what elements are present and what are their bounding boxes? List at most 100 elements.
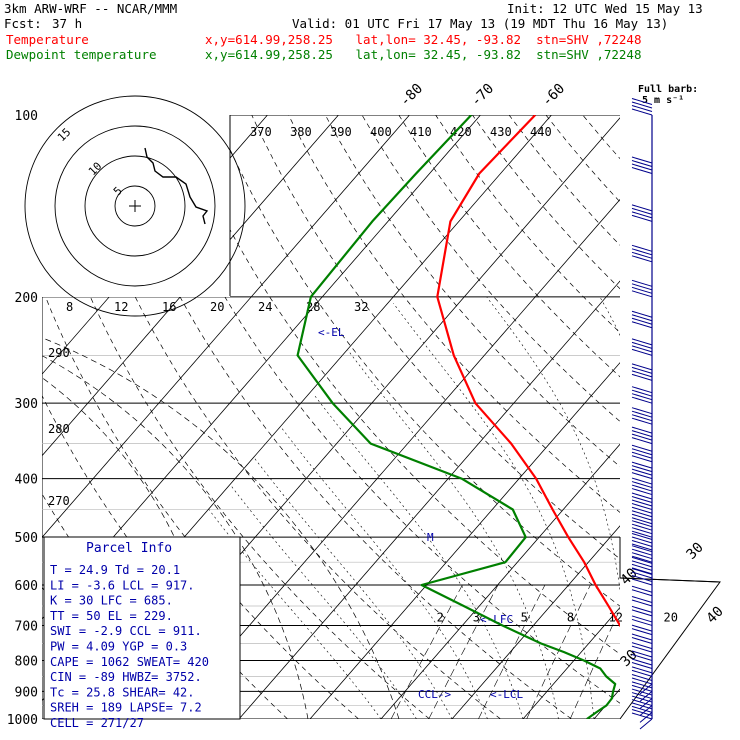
barb-flag — [631, 609, 653, 617]
isotherm-line — [451, 525, 620, 719]
forecast-label: Fcst: — [4, 16, 42, 31]
barb-flag — [631, 321, 653, 329]
mixing-ratio-line — [526, 584, 591, 719]
barb-caption-unit: 5 m s⁻¹ — [642, 95, 684, 106]
theta-label: 420 — [450, 125, 472, 139]
wind-barb — [631, 244, 653, 263]
barb-flag — [631, 481, 653, 489]
barb-flag — [631, 286, 653, 294]
barb-flag — [639, 711, 653, 723]
barb-flag — [639, 718, 653, 730]
barb-flag — [631, 211, 653, 219]
legend-dewpoint-location: x,y=614.99,258.25 lat,lon= 32.45, -93.82… — [205, 47, 642, 62]
theta-label: 430 — [490, 125, 512, 139]
wind-barb — [631, 596, 653, 607]
isotherm-label: 40 — [704, 604, 727, 627]
pressure-tick-label: 900 — [15, 685, 38, 700]
barb-flag — [631, 204, 653, 212]
barb-flag — [631, 637, 653, 645]
legend-dewpoint: Dewpoint temperature — [6, 47, 157, 62]
lcl-annotation: <-LCL — [490, 688, 523, 701]
wind-barb — [631, 658, 653, 670]
barb-flag — [631, 314, 653, 322]
barb-flag — [631, 510, 653, 518]
barb-flag — [631, 310, 653, 318]
wind-barb — [631, 709, 653, 730]
barb-flag — [631, 520, 653, 528]
barb-flag — [631, 492, 653, 500]
barb-flag — [631, 437, 653, 445]
barb-flag — [631, 563, 653, 571]
pressure-tick-label: 400 — [15, 473, 38, 488]
moist-adiabat — [393, 303, 595, 719]
barb-flag — [631, 496, 653, 504]
dry-adiabat — [435, 115, 620, 334]
barb-flag — [631, 499, 653, 507]
theta-label: 410 — [410, 125, 432, 139]
dry-adiabat — [730, 115, 740, 719]
wind-barb — [631, 204, 653, 222]
corner-frame-diag — [619, 577, 721, 720]
speed-label: 12 — [114, 300, 128, 314]
parcel-info-row: CAPE = 1062 SWEAT= 420 — [50, 655, 209, 669]
isotherm-line — [736, 115, 740, 719]
pressure-tick-label: 1000 — [7, 713, 38, 728]
model-title: 3km ARW-WRF -- NCAR/MMM — [4, 1, 178, 16]
wind-barb — [631, 650, 653, 661]
barb-flag — [631, 433, 653, 441]
barb-flag — [631, 426, 653, 434]
dry-adiabat — [656, 115, 740, 719]
barb-flag — [631, 692, 653, 700]
wind-barb — [631, 338, 653, 356]
barb-flag — [631, 448, 653, 456]
barb-flag — [631, 589, 653, 597]
barb-flag — [631, 543, 653, 551]
isotherm-label: -80 — [397, 81, 426, 110]
barb-flag — [631, 410, 653, 418]
moist-adiabat — [281, 428, 488, 719]
dry-adiabat — [214, 115, 620, 607]
diagram-grid — [42, 115, 740, 719]
isotherm-line — [309, 362, 620, 719]
wind-barb — [631, 615, 653, 626]
mixing-marker: M — [427, 531, 434, 544]
dry-adiabat — [104, 115, 572, 719]
barb-flag — [631, 414, 653, 422]
parcel-info-box: Parcel Info T = 24.9 Td = 20.1LI = -3.6 L… — [43, 536, 241, 730]
wind-barb — [631, 461, 653, 480]
barb-flag — [631, 624, 653, 632]
barb-flag — [631, 568, 653, 575]
barb-flag — [631, 585, 653, 593]
wind-barb — [631, 642, 653, 653]
wind-barb — [631, 506, 653, 525]
barb-flag — [631, 662, 653, 670]
barb-flag — [631, 532, 653, 540]
barb-flag — [631, 386, 653, 394]
wind-barb — [631, 673, 653, 695]
barb-flag — [631, 363, 653, 371]
pressure-tick-label: 600 — [15, 579, 38, 594]
barb-flag — [639, 698, 653, 709]
barb-flag — [631, 484, 653, 492]
dry-adiabat — [67, 115, 501, 719]
barb-flag — [631, 633, 653, 641]
barb-flag — [631, 578, 653, 586]
wind-barb — [631, 279, 653, 298]
parcel-info-row: CELL = 271/27 — [50, 716, 144, 730]
barb-flag — [631, 506, 653, 514]
dewpoint-line — [296, 115, 617, 719]
parcel-info-panel — [43, 536, 241, 720]
barb-flag — [639, 690, 653, 702]
barb-flag — [631, 560, 653, 568]
parcel-info-row: TT = 50 EL = 229. — [50, 609, 173, 623]
pressure-tick-label: 500 — [15, 531, 38, 546]
pressure-tick-label: 800 — [15, 654, 38, 669]
temperature-line — [436, 115, 620, 628]
parcel-info-row: T = 24.9 Td = 20.1 — [50, 563, 180, 577]
wind-barb — [631, 492, 653, 511]
theta-label: 440 — [530, 125, 552, 139]
barb-flag — [631, 341, 653, 349]
barb-flag — [631, 451, 653, 459]
sounding-curves — [296, 115, 620, 719]
barb-flag — [631, 248, 653, 256]
